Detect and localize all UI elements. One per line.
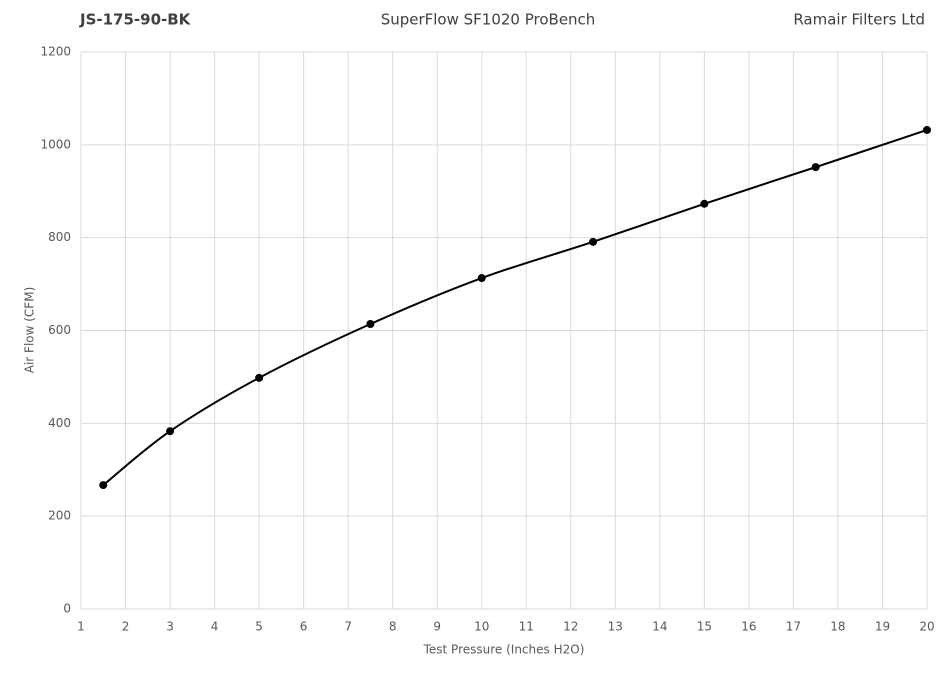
x-tick-label: 7 — [344, 620, 352, 634]
x-tick-label: 13 — [608, 620, 623, 634]
marker — [923, 125, 931, 134]
x-tick-label: 20 — [919, 620, 934, 634]
y-tick-label: 800 — [48, 230, 71, 244]
x-tick-label: 19 — [875, 620, 890, 634]
x-tick-label: 5 — [255, 620, 263, 634]
y-tick-label: 1000 — [40, 137, 71, 151]
marker — [366, 320, 375, 329]
company: Ramair Filters Ltd — [793, 11, 925, 29]
x-tick-label: 14 — [652, 620, 667, 634]
y-axis-label: Air Flow (CFM) — [23, 287, 37, 374]
marker — [166, 427, 175, 436]
y-tick-label: 1200 — [40, 45, 71, 59]
x-tick-label: 6 — [300, 620, 308, 634]
x-tick-label: 8 — [389, 620, 397, 634]
x-tick-label: 12 — [563, 620, 578, 634]
marker — [255, 373, 264, 382]
y-tick-label: 600 — [48, 323, 71, 337]
marker — [700, 199, 709, 208]
marker — [99, 481, 108, 490]
marker — [589, 237, 598, 246]
x-axis-label: Test Pressure (Inches H2O) — [423, 643, 585, 657]
x-tick-label: 10 — [474, 620, 489, 634]
x-tick-label: 2 — [122, 620, 130, 634]
line — [102, 129, 928, 486]
x-tick-label: 18 — [830, 620, 845, 634]
marker — [477, 274, 486, 283]
marker — [811, 163, 820, 172]
x-tick-label: 11 — [519, 620, 534, 634]
part-number: JS-175-90-BK — [79, 11, 192, 29]
y-tick-label: 200 — [48, 509, 71, 523]
x-tick-label: 16 — [741, 620, 756, 634]
x-tick-label: 4 — [211, 620, 219, 634]
x-tick-label: 15 — [697, 620, 712, 634]
x-tick-label: 3 — [166, 620, 174, 634]
y-tick-label: 0 — [63, 602, 71, 616]
chart-title: SuperFlow SF1020 ProBench — [381, 11, 596, 29]
x-tick-label: 9 — [433, 620, 441, 634]
x-tick-label: 1 — [77, 620, 85, 634]
y-tick-label: 400 — [48, 416, 71, 430]
x-tick-label: 17 — [786, 620, 801, 634]
